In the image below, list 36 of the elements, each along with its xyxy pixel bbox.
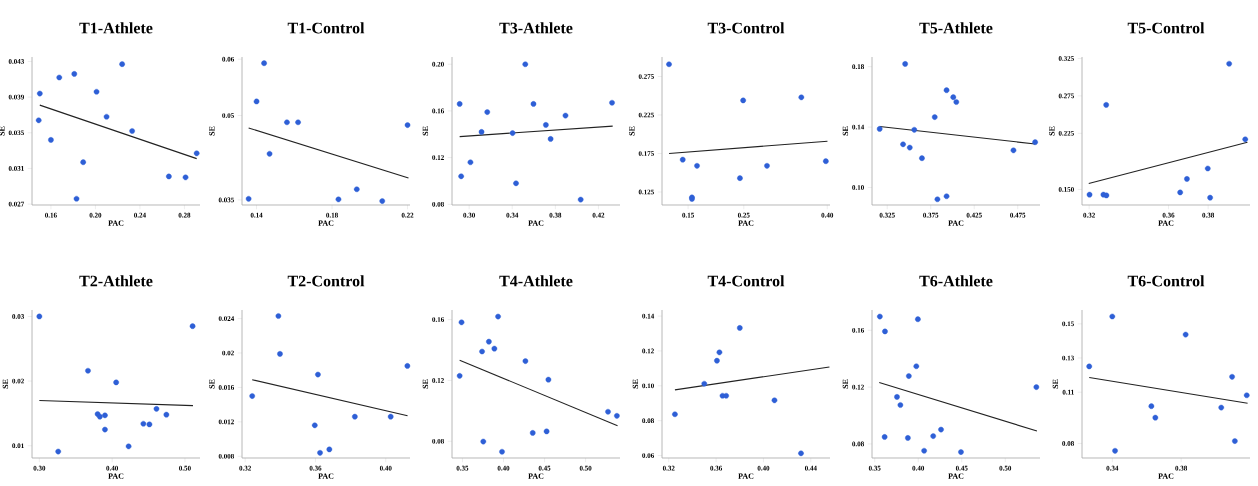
y-axis-title: SE [0, 126, 5, 136]
chart-title: T4-Athlete [499, 275, 573, 287]
x-axis-title: PAC [318, 220, 334, 226]
y-axis-title: SE [842, 126, 849, 136]
x-axis-title: PAC [1158, 220, 1174, 226]
x-axis-title: PAC [1158, 473, 1174, 479]
x-axis-title: PAC [948, 473, 964, 479]
chart-title: T5-Control [1127, 22, 1205, 34]
y-axis-title: SE [422, 126, 429, 136]
chart-title: T5-Athlete [919, 22, 993, 34]
y-axis-title: SE [209, 379, 215, 389]
chart-title: T2-Athlete [79, 275, 153, 287]
chart-title: T4-Control [707, 275, 785, 287]
y-axis-title: SE [842, 379, 849, 389]
x-axis-title: PAC [948, 220, 964, 226]
y-axis-title: SE [209, 126, 215, 136]
y-axis-title: SE [632, 379, 639, 389]
y-axis-title: SE [422, 379, 429, 389]
chart-title: T1-Athlete [79, 22, 153, 34]
y-axis-title: SE [1049, 126, 1055, 136]
chart-title: T3-Control [707, 22, 785, 34]
x-axis-title: PAC [738, 220, 754, 226]
chart-title: T6-Athlete [919, 275, 993, 287]
x-axis-title: PAC [318, 473, 334, 479]
x-axis-title: PAC [108, 473, 124, 479]
x-axis-title: PAC [738, 473, 754, 479]
y-axis-title: SE [1052, 379, 1059, 389]
x-axis-title: PAC [528, 220, 544, 226]
x-axis-title: PAC [108, 220, 124, 226]
chart-title: T6-Control [1127, 275, 1205, 287]
chart-title: T3-Athlete [499, 22, 573, 34]
x-axis-title: PAC [528, 473, 544, 479]
chart-title: T1-Control [287, 22, 365, 34]
chart-title: T2-Control [287, 275, 365, 287]
y-axis-title: SE [2, 379, 9, 389]
y-axis-title: SE [629, 126, 635, 136]
